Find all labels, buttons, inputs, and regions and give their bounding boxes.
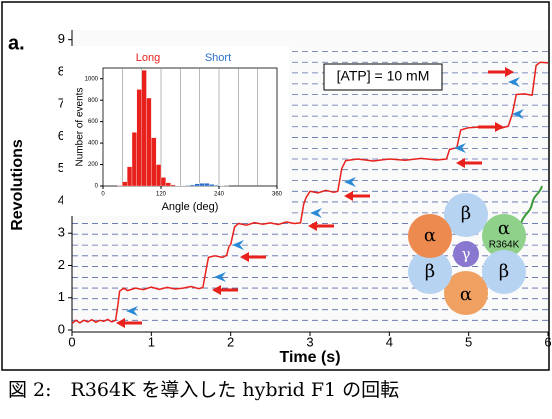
x-tick-label: 2 bbox=[227, 334, 234, 349]
panel-label: a. bbox=[8, 32, 25, 54]
histogram-bar bbox=[205, 183, 210, 186]
inset-y-tick-label: 400 bbox=[88, 141, 99, 147]
y-axis-label: Revolutions bbox=[9, 139, 26, 231]
histogram-bar bbox=[118, 185, 123, 186]
inset-x-tick-label: 240 bbox=[214, 192, 225, 198]
x-tick-label: 3 bbox=[306, 334, 313, 349]
inset-x-tick-label: 360 bbox=[272, 192, 283, 198]
histogram-bar bbox=[147, 98, 152, 186]
histogram-bar bbox=[166, 183, 171, 186]
x-axis-label: Time (s) bbox=[279, 349, 340, 366]
histogram-bar bbox=[142, 70, 147, 186]
x-tick-label: 1 bbox=[148, 334, 155, 349]
histogram-bar bbox=[132, 132, 137, 186]
legend-entry: Long bbox=[136, 52, 160, 64]
alpha-label: α bbox=[498, 218, 510, 239]
histogram-bar bbox=[171, 185, 176, 186]
alpha-label: α bbox=[424, 225, 436, 246]
histogram-bar bbox=[200, 183, 205, 186]
beta-label: β bbox=[425, 261, 435, 282]
histogram-bar bbox=[209, 184, 214, 186]
histogram-bar bbox=[156, 165, 161, 186]
y-tick-label: 3 bbox=[58, 225, 65, 240]
legend-entry: Short bbox=[205, 52, 231, 64]
histogram-bar bbox=[190, 185, 195, 186]
y-tick-label: 2 bbox=[58, 257, 65, 272]
mutation-label: R364K bbox=[489, 240, 520, 251]
inset-y-tick-label: 1000 bbox=[85, 76, 99, 82]
x-tick-label: 5 bbox=[465, 334, 472, 349]
y-tick-label: 9 bbox=[58, 31, 65, 46]
y-tick-label: 1 bbox=[58, 289, 65, 304]
inset-y-tick-label: 800 bbox=[88, 98, 99, 104]
inset-x-tick-label: 120 bbox=[156, 192, 167, 198]
beta-label: β bbox=[461, 203, 471, 224]
histogram-bar bbox=[137, 89, 142, 186]
inset-y-tick-label: 200 bbox=[88, 162, 99, 168]
beta-label: β bbox=[499, 261, 509, 282]
histogram-bar bbox=[122, 182, 127, 186]
histogram-bar bbox=[185, 185, 190, 186]
x-tick-label: 4 bbox=[386, 334, 393, 349]
histogram-bar bbox=[151, 138, 156, 186]
annotation: [ATP] = 10 mM bbox=[337, 68, 430, 84]
histogram-bar bbox=[195, 184, 200, 186]
inset-x-axis-label: Angle (deg) bbox=[162, 201, 219, 213]
y-tick-label: 0 bbox=[58, 321, 65, 336]
histogram-bar bbox=[161, 177, 166, 186]
inset-y-tick-label: 600 bbox=[88, 119, 99, 125]
inset-y-axis-label: Number of events bbox=[75, 88, 86, 167]
caption: 図 2: R364K を導入した hybrid F1 の回転 bbox=[8, 379, 399, 401]
alpha-label: α bbox=[460, 284, 472, 305]
gamma-label: γ bbox=[462, 245, 471, 263]
histogram-bar bbox=[214, 185, 219, 186]
x-tick-label: 0 bbox=[68, 334, 75, 349]
x-tick-label: 6 bbox=[544, 334, 551, 349]
histogram-bar bbox=[127, 167, 132, 186]
